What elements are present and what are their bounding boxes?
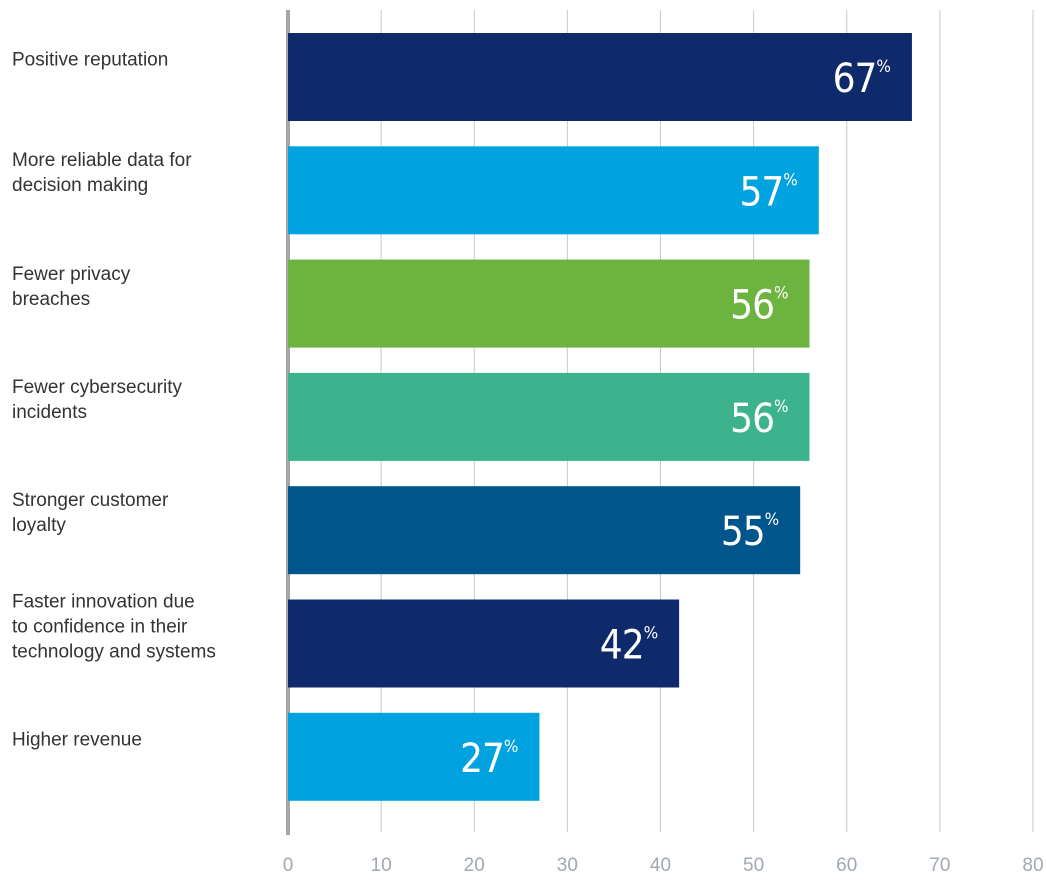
- x-tick-label: 0: [283, 855, 294, 876]
- x-tick-label: 30: [557, 855, 578, 876]
- x-tick-label: 80: [1022, 855, 1043, 876]
- value-label: 42%: [600, 623, 658, 669]
- value-label: 56%: [730, 396, 788, 442]
- category-label: Positive reputation: [12, 49, 169, 71]
- x-tick-label: 50: [743, 855, 764, 876]
- category-label: Faster innovation due to confidence in t…: [12, 591, 216, 662]
- value-label: 67%: [833, 56, 891, 102]
- value-label: 56%: [730, 283, 788, 329]
- bar: [288, 486, 801, 575]
- x-tick-label: 70: [929, 855, 950, 876]
- x-tick-label: 40: [650, 855, 671, 876]
- x-tick-label: 20: [464, 855, 485, 876]
- value-label: 55%: [721, 509, 779, 555]
- value-label: 57%: [739, 169, 797, 215]
- bar: [288, 712, 540, 801]
- category-label: Stronger customer loyalty: [12, 490, 169, 537]
- bar: [288, 33, 912, 121]
- bar: [288, 146, 819, 235]
- x-tick-label: 10: [371, 855, 392, 876]
- bar: [288, 259, 810, 348]
- x-tick-label: 60: [836, 855, 857, 876]
- category-label: Higher revenue: [12, 729, 142, 751]
- bar: [288, 372, 810, 461]
- bar: [288, 599, 680, 688]
- category-label: Fewer cybersecurity incidents: [12, 376, 182, 423]
- category-label: Fewer privacy breaches: [12, 263, 131, 310]
- value-label: 27%: [460, 736, 518, 782]
- category-label: More reliable data for decision making: [12, 150, 192, 197]
